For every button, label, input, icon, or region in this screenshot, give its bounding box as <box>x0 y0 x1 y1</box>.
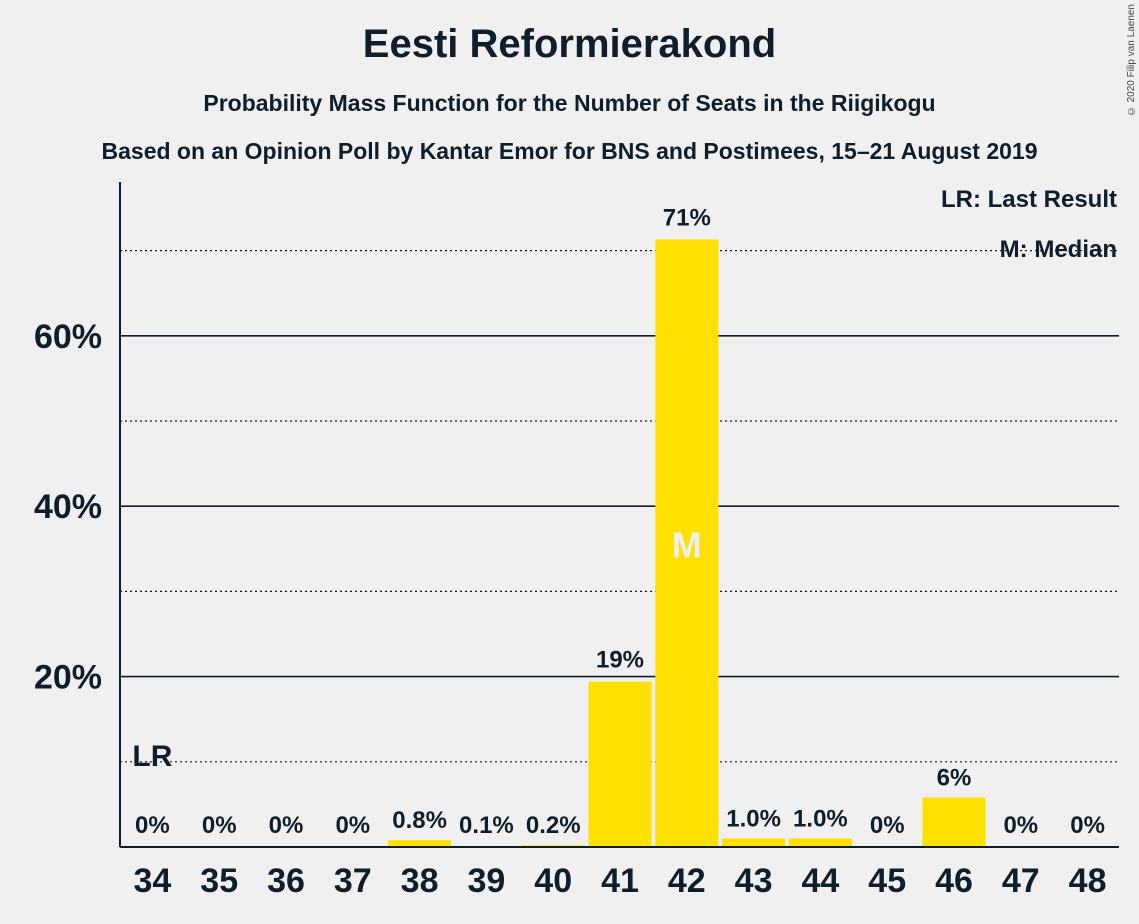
x-tick-label: 35 <box>200 862 238 900</box>
last-result-marker: LR <box>132 740 172 773</box>
legend-last-result: LR: Last Result <box>940 186 1117 213</box>
bar-value-label: 0% <box>1070 812 1105 839</box>
bar-value-label: 0.2% <box>526 812 581 839</box>
y-tick-label: 40% <box>34 488 102 526</box>
x-tick-label: 43 <box>735 862 773 900</box>
y-tick-label: 60% <box>34 318 102 356</box>
x-tick-label: 39 <box>467 862 505 900</box>
bar-value-label: 6% <box>937 765 972 792</box>
bar-value-label: 0% <box>1003 812 1038 839</box>
x-tick-label: 40 <box>534 862 572 900</box>
bar-value-label: 1.0% <box>793 805 848 832</box>
bar-44 <box>788 838 852 847</box>
x-tick-label: 38 <box>401 862 439 900</box>
bar-38 <box>388 840 452 847</box>
x-tick-label: 45 <box>868 862 906 900</box>
bar-value-label: 0% <box>335 812 370 839</box>
x-tick-label: 46 <box>935 862 973 900</box>
chart-source: Based on an Opinion Poll by Kantar Emor … <box>101 138 1038 164</box>
bar-value-label: 0.1% <box>459 812 514 839</box>
bar-value-label: 0% <box>870 812 905 839</box>
bar-value-label: 0% <box>135 812 170 839</box>
chart-subtitle: Probability Mass Function for the Number… <box>203 90 936 116</box>
bar-value-label: 0% <box>202 812 237 839</box>
x-tick-label: 47 <box>1002 862 1040 900</box>
x-tick-label: 44 <box>801 862 839 900</box>
x-tick-label: 37 <box>334 862 372 900</box>
bar-value-label: 0% <box>269 812 304 839</box>
bar-value-label: 71% <box>663 205 711 232</box>
bar-43 <box>722 838 786 847</box>
bar-41 <box>588 681 652 847</box>
x-tick-label: 48 <box>1069 862 1107 900</box>
bar-46 <box>922 797 986 847</box>
bar-42 <box>655 239 719 848</box>
x-tick-label: 42 <box>668 862 706 900</box>
bar-value-label: 1.0% <box>726 805 781 832</box>
bar-value-label: 19% <box>596 647 644 674</box>
x-tick-label: 36 <box>267 862 305 900</box>
legend-median: M: Median <box>999 236 1117 263</box>
median-marker: M <box>672 524 702 565</box>
x-tick-label: 41 <box>601 862 639 900</box>
bar-value-label: 0.8% <box>392 807 447 834</box>
x-tick-label: 34 <box>133 862 171 900</box>
chart-title: Eesti Reformierakond <box>362 22 777 66</box>
y-tick-label: 20% <box>34 659 102 697</box>
